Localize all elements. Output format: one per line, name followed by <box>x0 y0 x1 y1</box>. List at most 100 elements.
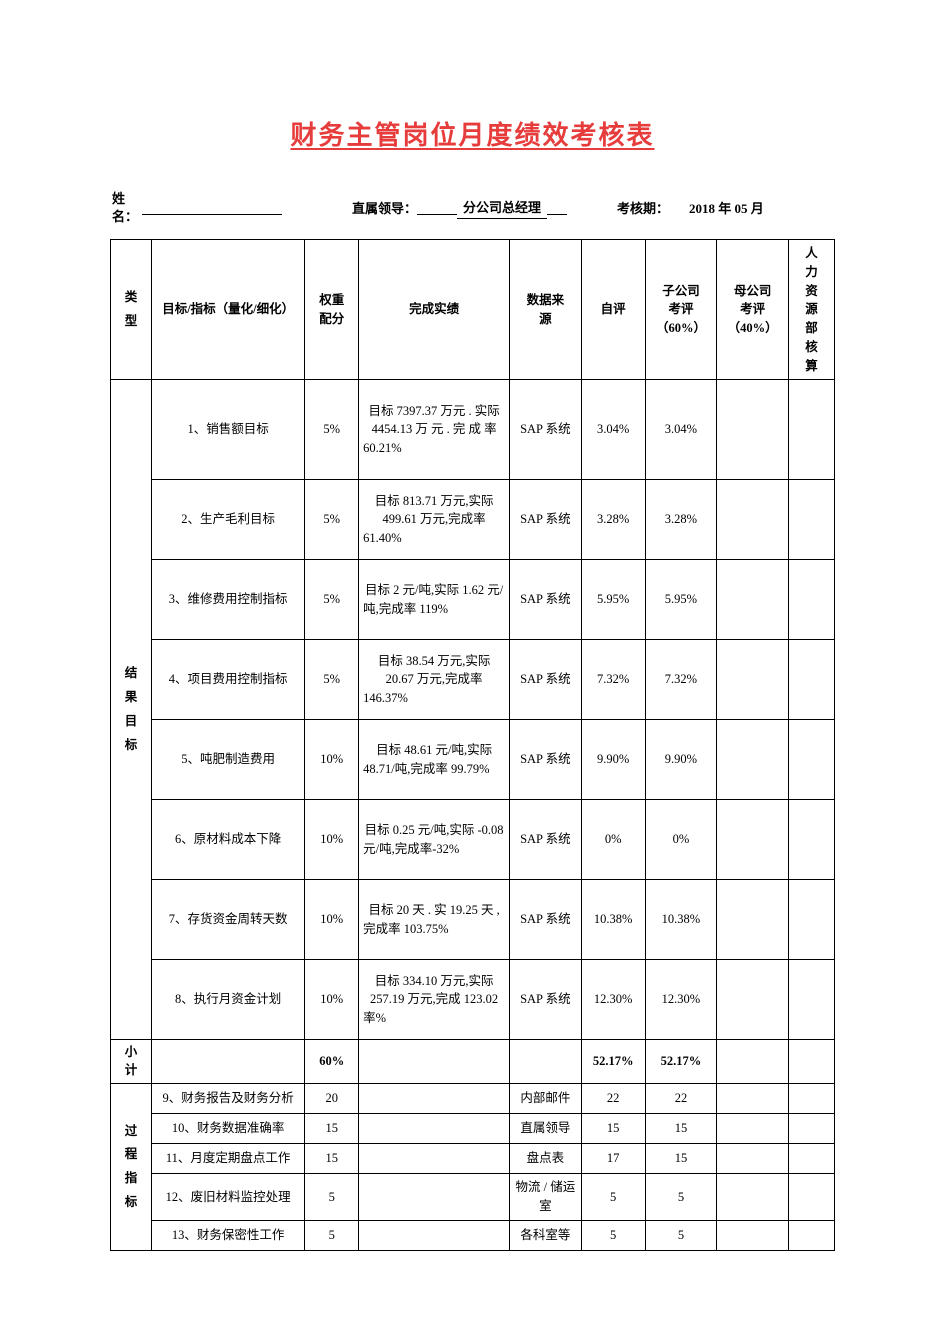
self-cell: 7.32% <box>581 640 645 720</box>
sub-cell: 15 <box>645 1114 717 1144</box>
section1-label: 结果目标 <box>111 380 152 1040</box>
hr-cell <box>788 720 834 800</box>
name-blank <box>142 201 282 215</box>
sub-cell: 15 <box>645 1144 717 1174</box>
perf-cell: 目标 48.61 元/吨,实际 48.71/吨,完成率 99.79% <box>359 720 510 800</box>
par-cell <box>717 960 789 1040</box>
hr-cell <box>788 1220 834 1250</box>
hr-cell <box>788 640 834 720</box>
perf-cell: 目标 0.25 元/吨,实际 -0.08 元/吨,完成率-32% <box>359 800 510 880</box>
src-cell: SAP 系统 <box>510 880 582 960</box>
weight-cell: 10% <box>305 800 359 880</box>
weight-cell: 10% <box>305 960 359 1040</box>
target-cell: 4、项目费用控制指标 <box>151 640 304 720</box>
sub-cell: 12.30% <box>645 960 717 1040</box>
self-cell: 22 <box>581 1084 645 1114</box>
table-row: 10、财务数据准确率15直属领导1515 <box>111 1114 835 1144</box>
perf-cell: 目标 7397.37 万元 . 实际 4454.13 万 元 . 完 成 率 6… <box>359 380 510 480</box>
table-row: 5、吨肥制造费用10%目标 48.61 元/吨,实际 48.71/吨,完成率 9… <box>111 720 835 800</box>
target-cell: 5、吨肥制造费用 <box>151 720 304 800</box>
section2-label: 过程指标 <box>111 1084 152 1251</box>
table-row: 11、月度定期盘点工作15盘点表1715 <box>111 1144 835 1174</box>
table-row: 结果目标1、销售额目标5%目标 7397.37 万元 . 实际 4454.13 … <box>111 380 835 480</box>
target-cell: 7、存货资金周转天数 <box>151 880 304 960</box>
par-cell <box>717 380 789 480</box>
par-cell <box>717 720 789 800</box>
self-cell: 15 <box>581 1114 645 1144</box>
leader-value: 分公司总经理 <box>457 197 547 219</box>
subtotal-row: 小计60%52.17%52.17% <box>111 1040 835 1084</box>
target-cell: 3、维修费用控制指标 <box>151 560 304 640</box>
table-row: 3、维修费用控制指标5%目标 2 元/吨,实际 1.62 元/吨,完成率 119… <box>111 560 835 640</box>
perf-cell <box>359 1114 510 1144</box>
weight-cell: 5 <box>305 1174 359 1221</box>
hr-cell <box>788 1174 834 1221</box>
perf-cell: 目标 20 天 . 实 19.25 天 ,完成率 103.75% <box>359 880 510 960</box>
weight-cell: 10% <box>305 720 359 800</box>
h-src: 数据来源 <box>510 240 582 380</box>
hr-cell <box>788 960 834 1040</box>
weight-cell: 5 <box>305 1220 359 1250</box>
hr-cell <box>788 880 834 960</box>
weight-cell: 15 <box>305 1144 359 1174</box>
par-cell <box>717 1220 789 1250</box>
hr-cell <box>788 800 834 880</box>
weight-cell: 5% <box>305 640 359 720</box>
sub-cell: 5 <box>645 1220 717 1250</box>
src-cell: 内部邮件 <box>510 1084 582 1114</box>
sub-cell: 3.28% <box>645 480 717 560</box>
weight-cell: 5% <box>305 560 359 640</box>
src-cell: SAP 系统 <box>510 640 582 720</box>
table-row: 6、原材料成本下降10%目标 0.25 元/吨,实际 -0.08 元/吨,完成率… <box>111 800 835 880</box>
perf-cell: 目标 38.54 万元,实际 20.67 万元,完成率 146.37% <box>359 640 510 720</box>
perf-cell <box>359 1084 510 1114</box>
target-cell: 2、生产毛利目标 <box>151 480 304 560</box>
par-cell <box>717 480 789 560</box>
period-value: 2018 年 05 月 <box>689 198 764 217</box>
sub-cell: 3.04% <box>645 380 717 480</box>
target-cell: 11、月度定期盘点工作 <box>151 1144 304 1174</box>
self-cell: 17 <box>581 1144 645 1174</box>
header-row: 类型 目标/指标（量化/细化） 权重配分 完成实绩 数据来源 自评 子公司考评（… <box>111 240 835 380</box>
h-type: 类型 <box>111 240 152 380</box>
name-label: 姓名： <box>112 190 138 225</box>
src-cell: SAP 系统 <box>510 960 582 1040</box>
target-cell: 12、废旧材料监控处理 <box>151 1174 304 1221</box>
hr-cell <box>788 380 834 480</box>
weight-cell: 10% <box>305 880 359 960</box>
src-cell: SAP 系统 <box>510 720 582 800</box>
hr-cell <box>788 480 834 560</box>
table-row: 7、存货资金周转天数10%目标 20 天 . 实 19.25 天 ,完成率 10… <box>111 880 835 960</box>
table-row: 8、执行月资金计划10%目标 334.10 万元,实际 257.19 万元,完成… <box>111 960 835 1040</box>
assessment-table: 类型 目标/指标（量化/细化） 权重配分 完成实绩 数据来源 自评 子公司考评（… <box>110 239 835 1251</box>
hr-cell <box>788 1084 834 1114</box>
perf-cell: 目标 334.10 万元,实际 257.19 万元,完成 123.02 率% <box>359 960 510 1040</box>
par-cell <box>717 1174 789 1221</box>
table-row: 4、项目费用控制指标5%目标 38.54 万元,实际 20.67 万元,完成率 … <box>111 640 835 720</box>
sub-cell: 5.95% <box>645 560 717 640</box>
par-cell <box>717 800 789 880</box>
target-cell: 8、执行月资金计划 <box>151 960 304 1040</box>
target-cell: 1、销售额目标 <box>151 380 304 480</box>
table-row: 12、废旧材料监控处理5物流 / 储运室55 <box>111 1174 835 1221</box>
src-cell: SAP 系统 <box>510 800 582 880</box>
self-cell: 3.28% <box>581 480 645 560</box>
sub-cell: 10.38% <box>645 880 717 960</box>
h-perf: 完成实绩 <box>359 240 510 380</box>
leader-blank-after <box>547 201 567 215</box>
table-row: 过程指标9、财务报告及财务分析20内部邮件2222 <box>111 1084 835 1114</box>
target-cell: 10、财务数据准确率 <box>151 1114 304 1144</box>
table-row: 13、财务保密性工作5各科室等55 <box>111 1220 835 1250</box>
hr-cell <box>788 1144 834 1174</box>
sub-cell: 22 <box>645 1084 717 1114</box>
subtotal-label: 小计 <box>111 1040 152 1084</box>
hr-cell <box>788 560 834 640</box>
self-cell: 12.30% <box>581 960 645 1040</box>
src-cell: 盘点表 <box>510 1144 582 1174</box>
src-cell: 直属领导 <box>510 1114 582 1144</box>
par-cell <box>717 1114 789 1144</box>
target-cell: 6、原材料成本下降 <box>151 800 304 880</box>
sub-cell: 9.90% <box>645 720 717 800</box>
self-cell: 5 <box>581 1174 645 1221</box>
weight-cell: 20 <box>305 1084 359 1114</box>
